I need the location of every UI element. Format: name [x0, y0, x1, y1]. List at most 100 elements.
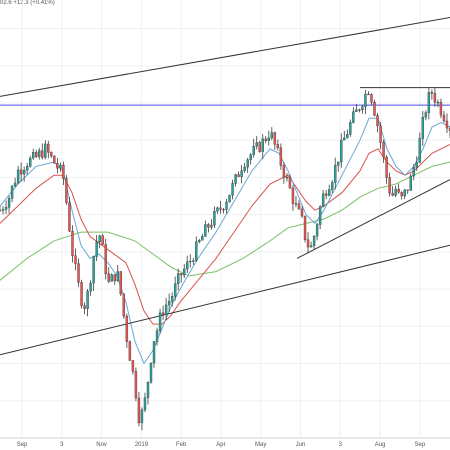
candle-body	[71, 230, 74, 256]
candle-body	[276, 144, 280, 149]
candle-body	[204, 224, 207, 237]
candle-body	[219, 207, 222, 210]
candle-body	[107, 273, 110, 282]
candle-body	[406, 189, 409, 191]
candle-body	[213, 210, 216, 226]
candle-body	[92, 256, 95, 284]
candle-body	[382, 142, 385, 158]
candle-body	[180, 273, 183, 276]
candle-body	[164, 304, 168, 315]
candle-body	[331, 182, 334, 190]
candle-body	[183, 268, 186, 276]
candle-body	[385, 156, 388, 178]
candle-body	[167, 300, 171, 306]
candle-body	[125, 315, 129, 342]
candle-body	[35, 152, 38, 157]
candle-body	[400, 191, 403, 197]
candle-body	[98, 235, 101, 243]
chart-grid	[0, 0, 450, 438]
candle-body	[137, 397, 141, 424]
candle-body	[300, 208, 304, 217]
candle-body	[291, 187, 295, 204]
candle-body	[198, 240, 201, 242]
candle-body	[303, 215, 307, 240]
candle-body	[403, 189, 406, 197]
x-tick-label: Sep	[17, 442, 28, 448]
x-tick-label: 3	[339, 442, 343, 448]
candle-body	[10, 185, 14, 199]
candle-body	[355, 109, 358, 112]
candle-body	[249, 154, 252, 160]
candle-body	[264, 138, 267, 141]
candle-body	[146, 381, 150, 398]
candle-body	[158, 312, 162, 331]
candle-body	[279, 147, 283, 166]
candle-body	[246, 159, 249, 168]
candle-body	[38, 150, 41, 157]
candle-body	[80, 282, 83, 306]
candle-body	[119, 271, 123, 295]
candle-body	[243, 166, 246, 171]
candle-body	[62, 164, 65, 179]
sma-long-layer	[0, 161, 450, 281]
candle-body	[161, 312, 165, 315]
candle-body	[173, 283, 177, 297]
candle-body	[222, 209, 225, 211]
candle-body	[122, 293, 126, 317]
candle-body	[436, 102, 440, 104]
x-tick-label: Nov	[96, 442, 107, 448]
candle-body	[240, 170, 243, 177]
candle-body	[234, 174, 237, 184]
ema-fast-line	[0, 117, 450, 365]
x-tick-label: 3	[60, 442, 64, 448]
candle-body	[89, 282, 92, 292]
candle-body	[149, 362, 153, 383]
candle-body	[352, 111, 355, 123]
candles-layer	[0, 86, 450, 431]
candle-body	[116, 271, 119, 281]
candle-body	[186, 261, 189, 270]
candle-body	[430, 92, 434, 94]
candle-body	[340, 139, 343, 163]
candle-body	[83, 305, 86, 309]
candle-body	[228, 194, 231, 203]
candle-body	[312, 235, 316, 247]
candle-body	[134, 371, 138, 399]
candle-body	[285, 177, 289, 179]
candle-body	[309, 245, 313, 248]
candle-body	[421, 116, 425, 139]
candle-body	[104, 244, 107, 275]
candle-body	[56, 163, 59, 169]
candle-body	[210, 224, 213, 228]
candle-body	[273, 132, 277, 145]
candle-body	[0, 210, 2, 212]
candle-body	[270, 132, 274, 139]
candle-body	[358, 109, 361, 111]
ema-fast-layer	[0, 117, 450, 365]
candle-body	[409, 175, 412, 191]
candle-body	[74, 255, 77, 264]
candle-body	[237, 174, 240, 177]
candle-body	[288, 177, 292, 189]
ema-slow-line	[0, 144, 450, 325]
candle-body	[86, 290, 89, 309]
candle-body	[433, 93, 437, 103]
candle-body	[19, 169, 23, 175]
candle-body	[376, 115, 379, 127]
ema-slow-layer	[0, 144, 450, 325]
candle-body	[412, 167, 415, 177]
candle-body	[388, 177, 391, 194]
candle-body	[192, 260, 195, 262]
candle-body	[424, 112, 428, 118]
candle-body	[327, 189, 331, 196]
candle-body	[267, 137, 270, 141]
candle-body	[207, 224, 210, 228]
candle-body	[297, 203, 301, 210]
candle-body	[391, 192, 394, 196]
candle-body	[7, 197, 11, 208]
x-tick-label: May	[255, 442, 266, 448]
x-tick-label: Aug	[375, 442, 386, 448]
candle-body	[189, 260, 192, 263]
candle-body	[143, 397, 147, 411]
